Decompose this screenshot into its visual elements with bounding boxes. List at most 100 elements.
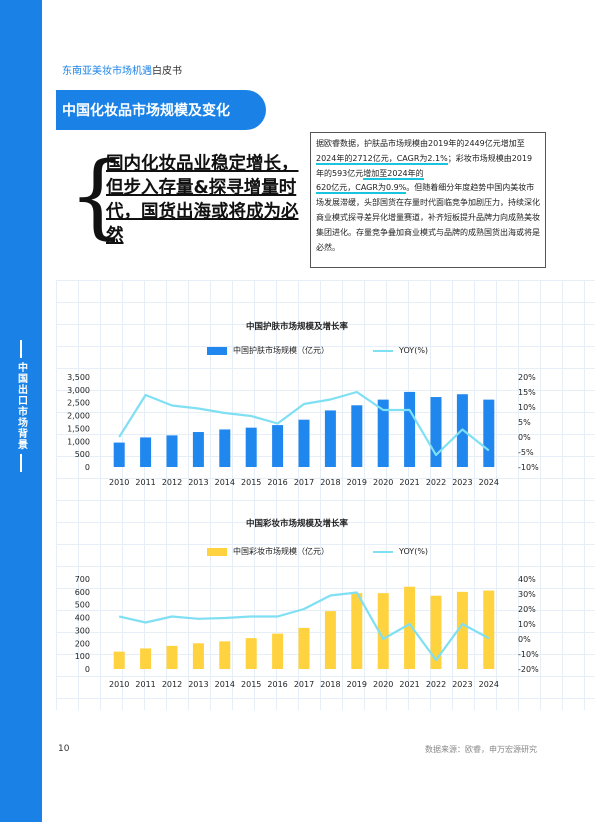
makeup-x-tick-label: 2019	[347, 680, 367, 689]
makeup-x-tick-label: 2013	[188, 680, 208, 689]
skincare-x-tick-label: 2014	[215, 478, 235, 487]
skincare-y2-tick-label: -5%	[518, 448, 534, 457]
skincare-bar	[192, 432, 204, 467]
section-title-banner: 中国化妆品市场规模及变化	[56, 90, 266, 130]
legend-skincare-line-swatch	[373, 349, 393, 352]
skincare-x-tick-label: 2011	[135, 478, 155, 487]
headline-text: 国内化妆品业稳定增长，但步入存量&探寻增量时代，国货出海或将成为必然	[106, 154, 299, 246]
skincare-bar	[377, 399, 389, 467]
makeup-bar	[351, 593, 363, 669]
makeup-y-tick-label: 100	[75, 652, 90, 661]
skincare-x-tick-label: 2024	[479, 478, 499, 487]
side-label-text: 中国出口市场背景	[15, 362, 27, 450]
headline-brace: {	[68, 142, 127, 249]
skincare-y2-tick-label: 0%	[518, 433, 531, 442]
makeup-y-tick-label: 500	[75, 601, 90, 610]
skincare-bar	[272, 425, 284, 467]
legend-makeup-line-label: YOY(%)	[399, 547, 429, 556]
skincare-y-tick-label: 500	[75, 450, 90, 459]
makeup-bar	[192, 643, 204, 669]
makeup-y2-tick-label: 20%	[518, 605, 536, 614]
makeup-x-tick-label: 2023	[452, 680, 472, 689]
makeup-y-tick-label: 400	[75, 614, 90, 623]
skincare-bar	[324, 410, 336, 467]
chart-skincare: 0 500 1,000 1,500 2,000 2,500 3,000 3,500 -10% -5…	[67, 373, 539, 487]
legend-makeup-line-swatch	[373, 550, 393, 553]
summary-part-3: 。但随着细分年度趋势中国内美妆市场发展滞缓，头部国货在存量时代面临竞争加剧压力，…	[316, 183, 540, 252]
skincare-y-tick-label: 1,000	[67, 437, 90, 446]
skincare-y-tick-label: 2,500	[67, 399, 90, 408]
skincare-bar	[219, 429, 231, 467]
left-accent-bar	[0, 0, 42, 822]
makeup-x-tick-label: 2024	[479, 680, 499, 689]
skincare-y2-tick-label: 15%	[518, 388, 536, 397]
makeup-yoy-line	[118, 591, 490, 662]
makeup-y-tick-label: 700	[75, 575, 90, 584]
skincare-bar	[140, 437, 152, 467]
skincare-x-tick-label: 2023	[452, 478, 472, 487]
makeup-x-tick-label: 2010	[109, 680, 129, 689]
header-title-dark: 白皮书	[152, 66, 182, 77]
skincare-x-tick-label: 2021	[399, 478, 419, 487]
makeup-bar	[324, 611, 336, 669]
side-section-label: 中国出口市场背景	[0, 340, 42, 490]
skincare-x-tick-label: 2019	[347, 478, 367, 487]
makeup-bar	[404, 586, 416, 669]
summary-highlight-3: 620亿元，CAGR为0.9%	[316, 183, 407, 195]
skincare-y2-tick-label: 5%	[518, 418, 531, 427]
skincare-y-tick-label: 1,500	[67, 424, 90, 433]
makeup-bar	[430, 595, 442, 669]
chart-skincare-title: 中国护肤市场规模及增长率	[246, 322, 349, 332]
makeup-y2-tick-label: 0%	[518, 635, 531, 644]
summary-part-1: 据欧睿数据，护肤品市场规模由2019年的2449亿元增加至	[316, 139, 525, 148]
legend-makeup-bar-swatch	[207, 547, 227, 556]
section-title: 中国化妆品市场规模及变化	[62, 103, 230, 119]
skincare-bar	[351, 405, 363, 467]
makeup-y-tick-label: 200	[75, 639, 90, 648]
summary-box: 据欧睿数据，护肤品市场规模由2019年的2449亿元增加至 2024年的2712亿…	[310, 132, 546, 268]
makeup-x-tick-label: 2021	[399, 680, 419, 689]
summary-part-2: ；彩妆市场规模由2019年的593亿元	[316, 153, 533, 178]
skincare-x-tick-label: 2010	[109, 478, 129, 487]
header-title-blue: 东南亚美妆市场机遇	[62, 66, 152, 77]
chart-makeup-title: 中国彩妆市场规模及增长率	[246, 519, 349, 529]
makeup-bar	[483, 590, 495, 669]
skincare-bar	[298, 419, 310, 467]
makeup-bar	[219, 641, 231, 669]
skincare-x-tick-label: 2020	[373, 478, 393, 487]
makeup-y2-tick-label: -10%	[518, 650, 539, 659]
makeup-x-tick-label: 2020	[373, 680, 393, 689]
skincare-x-tick-label: 2012	[162, 478, 182, 487]
makeup-x-tick-label: 2011	[135, 680, 155, 689]
summary-highlight-1: 2024年的2712亿元，CAGR为2.1%	[316, 153, 448, 165]
skincare-y-tick-label: 3,000	[67, 386, 90, 395]
skincare-bar	[404, 391, 416, 467]
makeup-bar	[298, 627, 310, 669]
makeup-bar	[272, 633, 284, 669]
skincare-x-tick-label: 2017	[294, 478, 314, 487]
makeup-x-tick-label: 2014	[215, 680, 235, 689]
skincare-x-tick-label: 2015	[241, 478, 261, 487]
makeup-y2-tick-label: 10%	[518, 620, 536, 629]
skincare-x-tick-label: 2018	[320, 478, 340, 487]
makeup-y2-tick-label: 40%	[518, 575, 536, 584]
skincare-y2-tick-label: 20%	[518, 373, 536, 382]
makeup-x-tick-label: 2012	[162, 680, 182, 689]
skincare-x-tick-label: 2022	[426, 478, 446, 487]
makeup-bar	[166, 645, 178, 669]
makeup-y-tick-label: 300	[75, 626, 90, 635]
makeup-bar	[113, 651, 125, 669]
skincare-y-tick-label: 2,000	[67, 412, 90, 421]
headline: 国内化妆品业稳定增长，但步入存量&探寻增量时代，国货出海或将成为必然	[106, 152, 306, 248]
legend-skincare-line-label: YOY(%)	[399, 346, 429, 355]
skincare-yoy-line	[118, 390, 490, 457]
legend-makeup-bar-label: 中国彩妆市场规模（亿元）	[233, 547, 329, 556]
skincare-y-tick-label: 3,500	[67, 373, 90, 382]
skincare-bar	[245, 427, 257, 467]
legend-skincare-bar-label: 中国护肤市场规模（亿元）	[233, 346, 329, 355]
skincare-bar	[113, 442, 125, 467]
makeup-bar	[377, 593, 389, 669]
makeup-x-tick-label: 2018	[320, 680, 340, 689]
makeup-y-tick-label: 600	[75, 588, 90, 597]
document-header: 东南亚美妆市场机遇白皮书	[62, 62, 182, 77]
